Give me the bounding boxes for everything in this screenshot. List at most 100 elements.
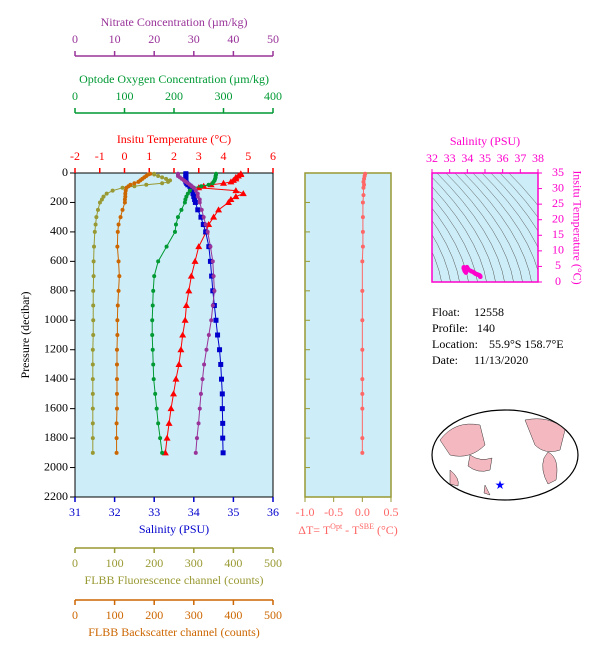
- dt-point: [361, 193, 366, 198]
- point: [219, 376, 225, 382]
- dt-point: [360, 391, 365, 396]
- point: [150, 303, 155, 308]
- point: [164, 176, 169, 181]
- ts-y-tick-label: 15: [552, 227, 564, 241]
- label-part: - T: [342, 523, 360, 537]
- x-tick-label: 20: [148, 32, 160, 46]
- x-tick-label: 34: [188, 505, 200, 519]
- x-axis-label: FLBB Backscatter channel (counts): [88, 625, 260, 639]
- point: [150, 333, 155, 337]
- point: [166, 179, 171, 184]
- density-contour: [432, 176, 496, 282]
- x-tick-label: 10: [109, 32, 121, 46]
- ts-y-tick-label: 25: [552, 196, 564, 210]
- x-tick-label: 100: [106, 556, 124, 570]
- point: [115, 244, 120, 249]
- density-contour: [432, 251, 442, 282]
- point: [95, 207, 100, 212]
- point: [182, 200, 187, 205]
- point: [215, 332, 221, 338]
- point: [114, 377, 119, 382]
- x-tick-label: 31: [69, 505, 81, 519]
- y-tick-label: 2000: [44, 459, 68, 473]
- point: [198, 214, 204, 220]
- x-tick-label: 36: [267, 505, 279, 519]
- point: [104, 191, 109, 196]
- point: [153, 391, 158, 396]
- ts-y-tick-label: 20: [552, 211, 564, 225]
- dt-plot-area: [304, 172, 392, 498]
- point: [198, 391, 203, 396]
- density-contour: [499, 173, 538, 219]
- label-part: (°C): [374, 523, 398, 537]
- x-tick-label: 500: [264, 608, 282, 622]
- density-contour: [481, 173, 538, 249]
- point: [160, 181, 165, 186]
- point: [195, 194, 200, 199]
- ts-y-tick-label: 10: [552, 243, 564, 257]
- x-tick-label: 400: [224, 608, 242, 622]
- dt-point: [360, 215, 365, 220]
- x-tick-label: 200: [165, 89, 183, 103]
- point: [101, 194, 106, 199]
- point: [219, 391, 225, 397]
- point: [114, 347, 119, 352]
- x-tick-label: 200: [145, 556, 163, 570]
- info-label: Date:: [432, 353, 458, 367]
- point: [115, 303, 120, 308]
- point: [91, 303, 96, 308]
- point: [114, 362, 119, 367]
- x-tick-label: 300: [215, 89, 233, 103]
- point: [200, 377, 205, 382]
- x-tick-label: 300: [185, 556, 203, 570]
- point: [201, 215, 206, 220]
- point: [91, 274, 96, 279]
- point: [217, 347, 223, 353]
- label-part: SBE: [359, 522, 374, 531]
- point: [183, 197, 188, 202]
- point: [152, 274, 157, 279]
- x-tick-label: 4: [221, 149, 227, 163]
- point: [220, 420, 226, 426]
- point: [210, 181, 215, 186]
- point: [193, 450, 198, 455]
- dt-x-axis-label: ΔT= TOpt - TSBE (°C): [298, 522, 398, 537]
- point: [195, 207, 201, 213]
- point: [220, 179, 227, 186]
- point: [187, 272, 195, 279]
- point: [212, 288, 217, 293]
- ts-x-tick-label: 32: [426, 151, 438, 165]
- point: [136, 179, 141, 184]
- point: [185, 191, 190, 196]
- point: [97, 200, 102, 205]
- x-tick-label: 0: [72, 556, 78, 570]
- point: [156, 173, 161, 178]
- ts-x-tick-label: 35: [479, 151, 491, 165]
- point: [90, 391, 95, 396]
- x-tick-label: 50: [267, 32, 279, 46]
- point: [91, 288, 96, 293]
- point: [117, 274, 122, 279]
- point: [177, 346, 185, 353]
- point: [194, 436, 199, 441]
- plot-area: [74, 172, 274, 498]
- x-tick-label: 200: [145, 608, 163, 622]
- point: [99, 197, 104, 202]
- svg-text:★: ★: [495, 478, 506, 492]
- point: [239, 190, 247, 197]
- point: [206, 333, 211, 337]
- point: [163, 434, 171, 441]
- point: [191, 194, 197, 200]
- point: [115, 318, 120, 323]
- point: [114, 436, 119, 441]
- point: [227, 178, 235, 185]
- y-tick-label: 400: [50, 224, 68, 238]
- dt-point: [360, 377, 365, 382]
- ts-x-axis-label: Salinity (PSU): [450, 134, 520, 148]
- x-tick-label: 0: [72, 608, 78, 622]
- ts-x-tick-label: 38: [532, 151, 544, 165]
- point: [120, 207, 125, 212]
- density-contours: [432, 173, 538, 282]
- ts-y-tick-label: 35: [552, 165, 564, 179]
